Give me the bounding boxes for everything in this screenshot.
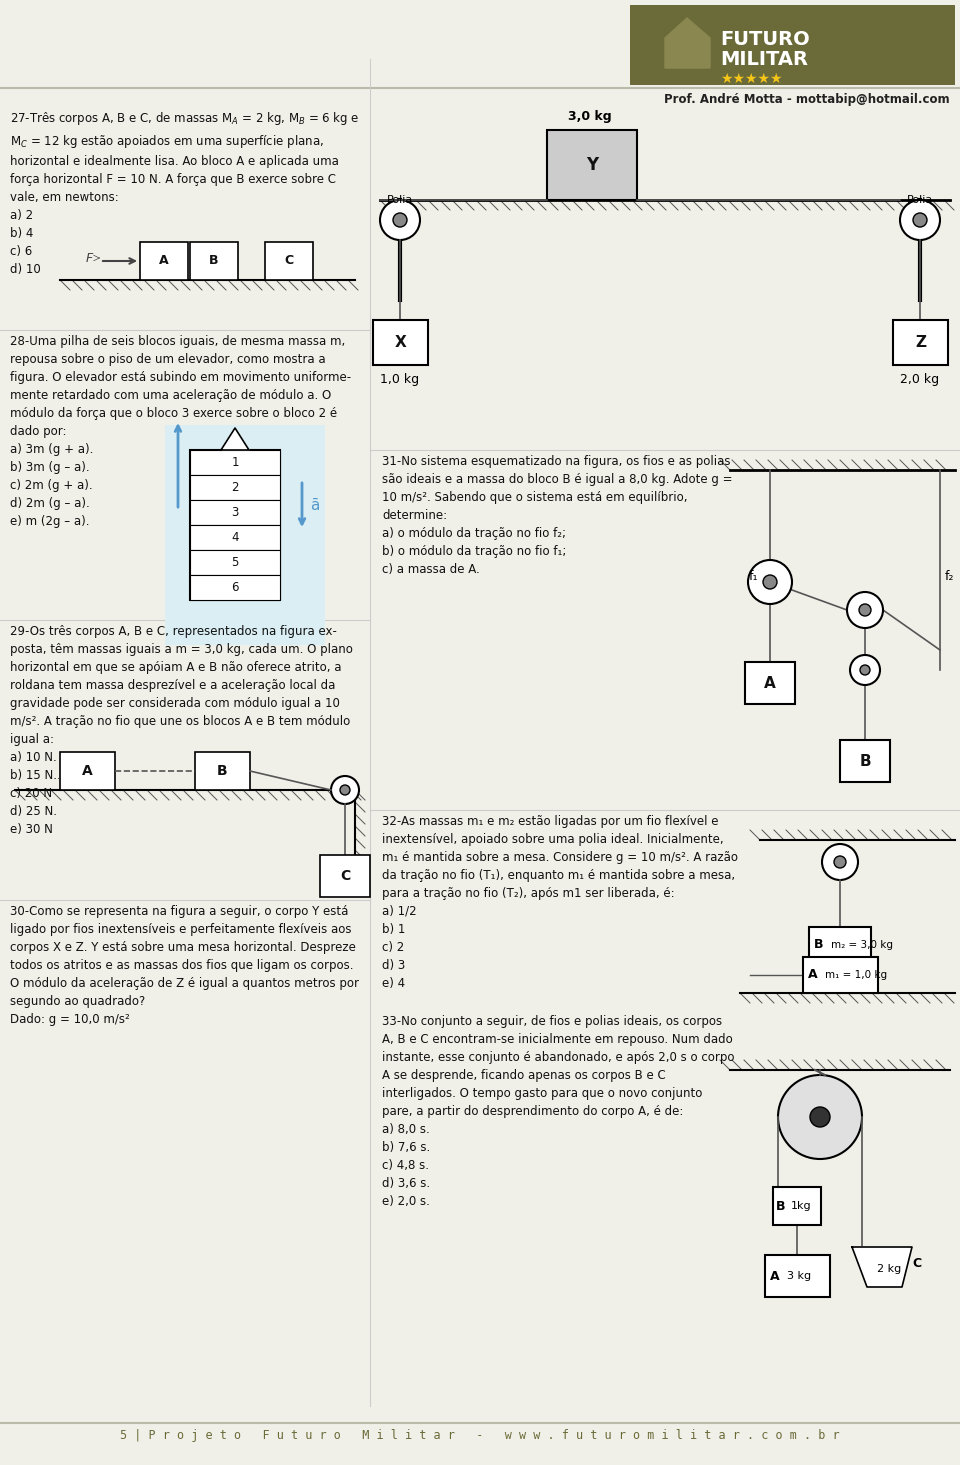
Text: MILITAR: MILITAR: [720, 50, 808, 69]
Text: m₂ = 3,0 kg: m₂ = 3,0 kg: [831, 941, 893, 949]
Bar: [840, 740, 890, 782]
Bar: [630, 4, 955, 85]
Text: 5: 5: [231, 557, 239, 568]
Text: C: C: [284, 255, 294, 268]
Circle shape: [847, 592, 883, 628]
Text: 1: 1: [231, 456, 239, 469]
Text: A: A: [808, 968, 818, 982]
Bar: [320, 856, 370, 897]
Text: 2,0 kg: 2,0 kg: [900, 374, 940, 385]
Text: A: A: [83, 765, 93, 778]
Circle shape: [340, 785, 350, 795]
Text: 3: 3: [231, 505, 239, 519]
Text: FUTURO: FUTURO: [720, 29, 809, 48]
Bar: [809, 927, 871, 963]
Text: 2 kg: 2 kg: [877, 1264, 901, 1275]
Text: Polia: Polia: [387, 195, 413, 205]
Bar: [60, 752, 115, 790]
Bar: [803, 957, 878, 993]
Polygon shape: [852, 1247, 912, 1286]
Bar: [195, 752, 250, 790]
Circle shape: [393, 212, 407, 227]
Text: m₁ = 1,0 kg: m₁ = 1,0 kg: [825, 970, 887, 980]
Text: B: B: [776, 1200, 785, 1213]
Text: 27-Três corpos A, B e C, de massas M$_A$ = 2 kg, M$_B$ = 6 kg e
M$_C$ = 12 kg es: 27-Três corpos A, B e C, de massas M$_A$…: [10, 110, 359, 275]
Text: A: A: [770, 1270, 780, 1282]
Text: B: B: [814, 939, 824, 951]
Text: 1kg: 1kg: [791, 1201, 811, 1212]
Circle shape: [834, 856, 846, 867]
Text: C: C: [912, 1257, 922, 1270]
Circle shape: [331, 776, 359, 804]
Text: 2: 2: [231, 481, 239, 494]
Text: B: B: [209, 255, 219, 268]
Text: ā: ā: [310, 498, 320, 513]
Text: Y: Y: [586, 155, 598, 174]
Text: B: B: [217, 765, 228, 778]
Circle shape: [778, 1075, 862, 1159]
Polygon shape: [221, 428, 249, 450]
Circle shape: [822, 844, 858, 880]
Text: X: X: [395, 335, 406, 350]
Bar: [190, 475, 280, 500]
Text: 29-Os três corpos A, B e C, representados na figura ex-
posta, têm massas iguais: 29-Os três corpos A, B e C, representado…: [10, 626, 353, 837]
Text: 28-Uma pilha de seis blocos iguais, de mesma massa m,
repousa sobre o piso de um: 28-Uma pilha de seis blocos iguais, de m…: [10, 335, 351, 527]
Circle shape: [859, 604, 871, 615]
Circle shape: [380, 201, 420, 240]
Bar: [190, 242, 238, 280]
Circle shape: [860, 665, 870, 675]
Circle shape: [900, 201, 940, 240]
Text: 31-No sistema esquematizado na figura, os fios e as polias
são ideais e a massa : 31-No sistema esquematizado na figura, o…: [382, 456, 732, 576]
Bar: [893, 319, 948, 365]
Text: Z: Z: [915, 335, 926, 350]
Text: Polia: Polia: [907, 195, 933, 205]
Text: A: A: [764, 675, 776, 690]
Bar: [190, 574, 280, 601]
Bar: [190, 450, 280, 601]
Text: 3 kg: 3 kg: [787, 1272, 811, 1280]
Bar: [190, 524, 280, 549]
Bar: [547, 130, 637, 201]
Text: 6: 6: [231, 582, 239, 593]
Text: F: F: [86, 252, 93, 265]
Bar: [165, 425, 325, 645]
Bar: [190, 549, 280, 574]
Bar: [140, 242, 188, 280]
Polygon shape: [665, 18, 710, 67]
Text: 32-As massas m₁ e m₂ estão ligadas por um fio flexível e
inextensível, apoiado s: 32-As massas m₁ e m₂ estão ligadas por u…: [382, 815, 738, 990]
Text: 4: 4: [231, 530, 239, 544]
Text: 30-Como se representa na figura a seguir, o corpo Y está
ligado por fios inexten: 30-Como se representa na figura a seguir…: [10, 905, 359, 1026]
Text: C: C: [340, 869, 350, 883]
Text: 5 | P r o j e t o   F u t u r o   M i l i t a r   -   w w w . f u t u r o m i l : 5 | P r o j e t o F u t u r o M i l i t …: [120, 1428, 840, 1442]
Circle shape: [748, 560, 792, 604]
Bar: [745, 662, 795, 705]
Text: 3,0 kg: 3,0 kg: [568, 110, 612, 123]
Circle shape: [763, 574, 777, 589]
Bar: [265, 242, 313, 280]
Text: ★★★★★: ★★★★★: [720, 72, 782, 86]
Text: 33-No conjunto a seguir, de fios e polias ideais, os corpos
A, B e C encontram-s: 33-No conjunto a seguir, de fios e polia…: [382, 1015, 734, 1209]
Text: A: A: [159, 255, 169, 268]
Bar: [373, 319, 428, 365]
Text: 1,0 kg: 1,0 kg: [380, 374, 420, 385]
Text: f₂: f₂: [945, 570, 954, 583]
Bar: [190, 500, 280, 524]
Circle shape: [913, 212, 927, 227]
Circle shape: [810, 1108, 830, 1127]
Text: B: B: [859, 753, 871, 769]
Bar: [773, 1187, 821, 1225]
Text: Prof. André Motta - mottabip@hotmail.com: Prof. André Motta - mottabip@hotmail.com: [664, 92, 950, 105]
Bar: [765, 1256, 830, 1297]
Bar: [190, 450, 280, 475]
Circle shape: [850, 655, 880, 686]
Text: f₁: f₁: [749, 570, 758, 583]
